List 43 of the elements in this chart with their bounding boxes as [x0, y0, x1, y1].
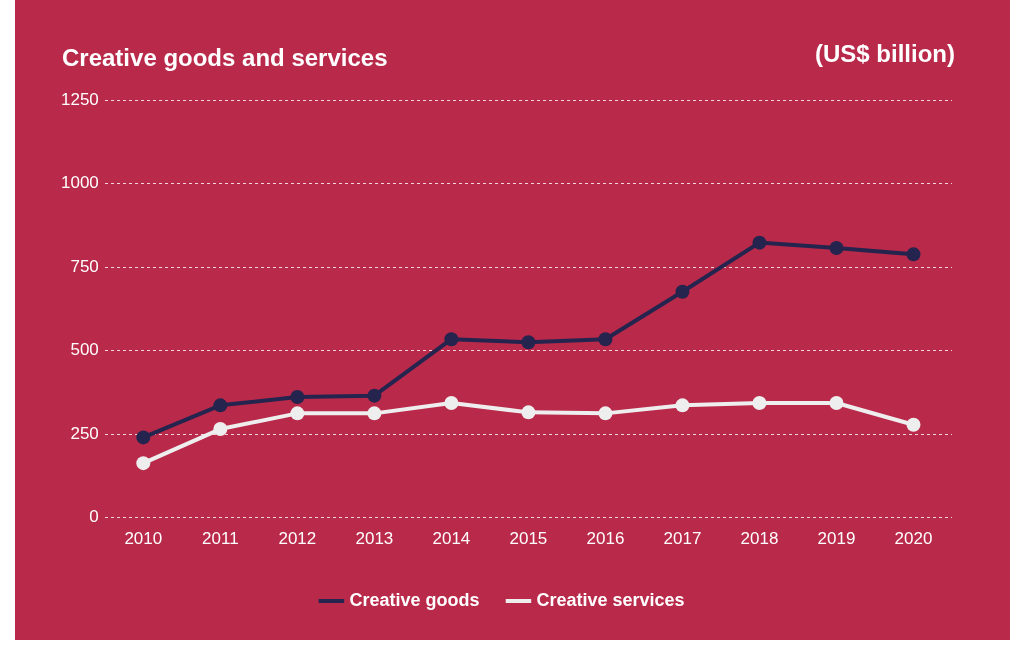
- x-tick-label: 2012: [278, 529, 317, 549]
- chart-title: Creative goods and services: [62, 44, 388, 72]
- point: [444, 396, 459, 411]
- y-tick-label: 0: [89, 507, 99, 527]
- x-tick-label: 2015: [509, 529, 548, 549]
- point: [752, 235, 767, 250]
- point: [213, 398, 228, 413]
- point: [136, 430, 151, 445]
- x-tick-label: 2019: [817, 529, 856, 549]
- legend-label: Creative services: [536, 589, 685, 610]
- y-tick-label: 1250: [60, 89, 99, 109]
- point: [675, 398, 690, 413]
- point: [906, 247, 921, 262]
- x-tick-label: 2013: [355, 529, 394, 549]
- point: [598, 332, 613, 347]
- y-axis-title: (US$ billion): [815, 40, 955, 68]
- point: [290, 390, 305, 404]
- y-tick-label: 750: [70, 256, 99, 276]
- point: [675, 284, 690, 299]
- y-tick-label: 500: [70, 340, 99, 360]
- x-tick-label: 2010: [124, 529, 163, 549]
- x-tick-label: 2011: [202, 529, 239, 549]
- point: [367, 388, 382, 403]
- point: [752, 396, 767, 411]
- x-tick-label: 2014: [432, 529, 471, 549]
- x-tick-label: 2016: [586, 529, 625, 549]
- point: [906, 417, 921, 432]
- point: [290, 406, 305, 421]
- point: [444, 332, 459, 347]
- point: [367, 406, 382, 421]
- point: [521, 405, 536, 420]
- point: [598, 406, 613, 421]
- point: [829, 396, 844, 411]
- legend-label: Creative goods: [349, 589, 480, 610]
- point: [136, 456, 151, 471]
- point: [829, 241, 844, 255]
- point: [213, 422, 228, 437]
- x-tick-label: 2020: [894, 529, 933, 549]
- point: [521, 335, 536, 350]
- y-tick-label: 1000: [60, 173, 99, 193]
- x-tick-label: 2017: [663, 529, 702, 549]
- x-tick-label: 2018: [740, 529, 779, 549]
- y-tick-label: 250: [70, 423, 99, 443]
